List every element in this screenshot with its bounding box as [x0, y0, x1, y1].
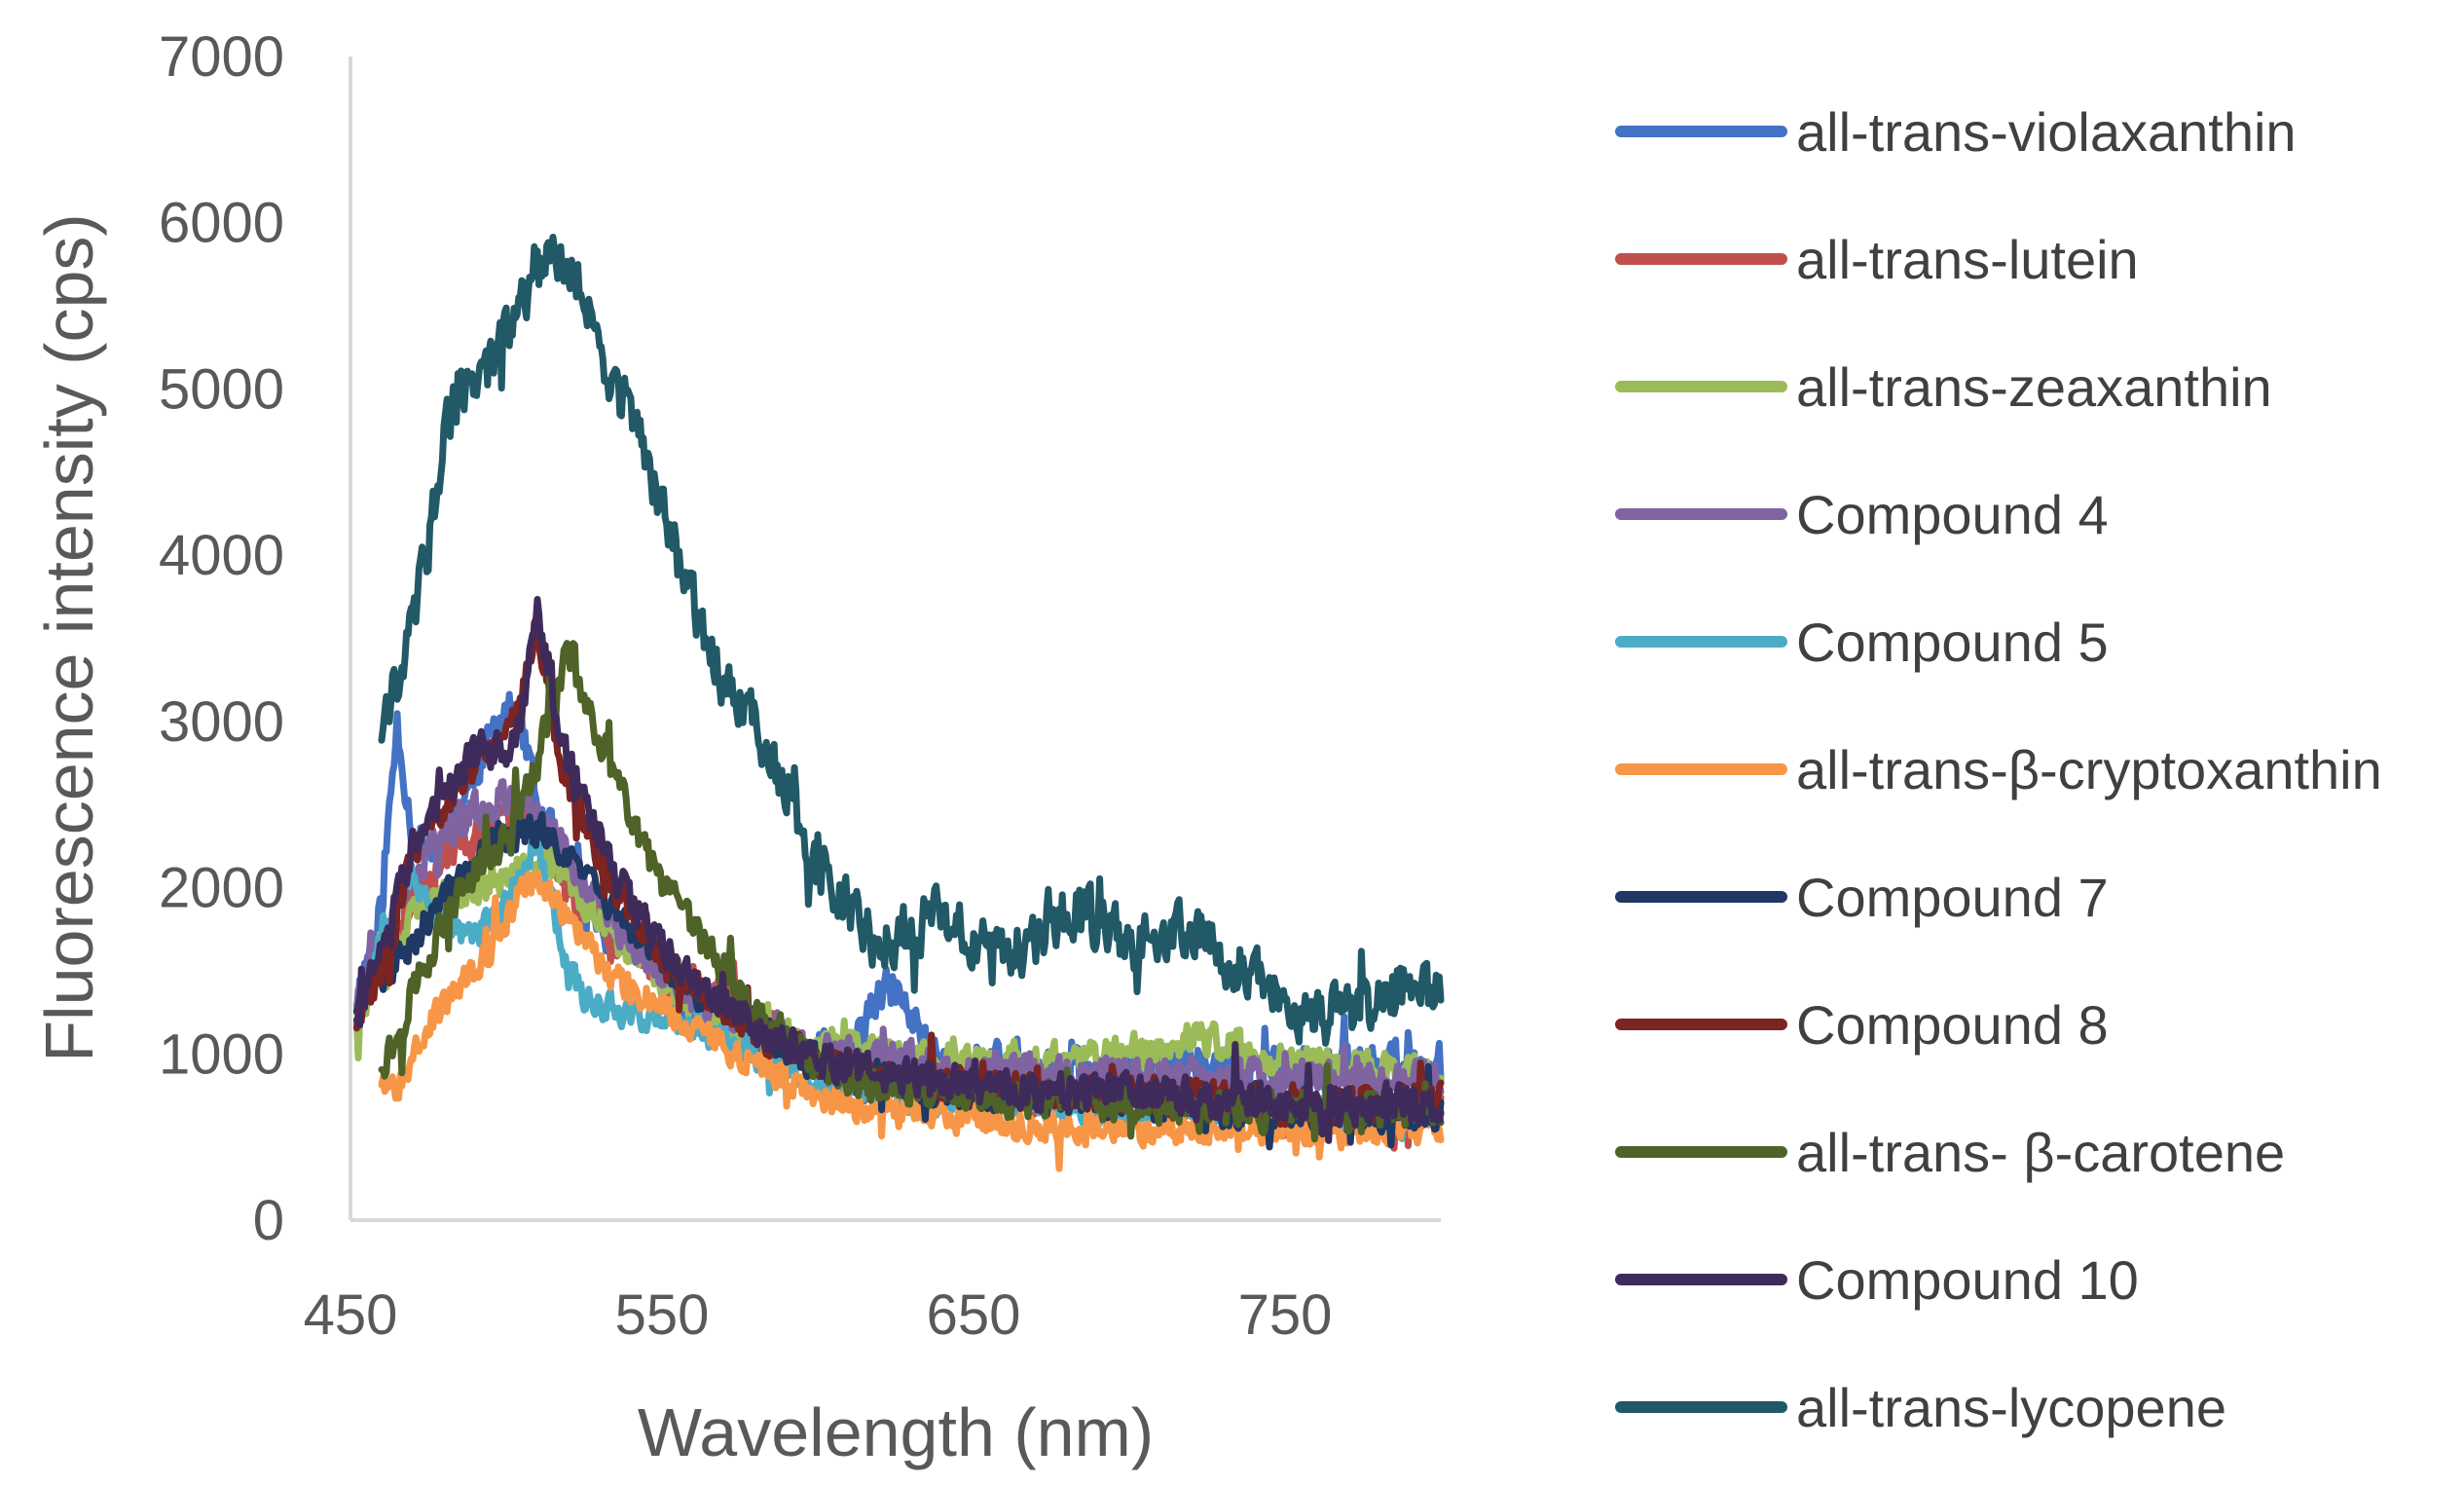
- legend-label: Compound 10: [1796, 1249, 2139, 1311]
- x-tick-label: 750: [1238, 1283, 1333, 1347]
- legend-label: all-trans- β-carotene: [1796, 1122, 2285, 1183]
- y-axis-title: Fluorescence intensity (cps): [31, 213, 107, 1061]
- legend-label: Compound 4: [1796, 484, 2109, 545]
- y-tick-label: 5000: [159, 357, 284, 421]
- series-line: [378, 640, 1445, 1143]
- legend-label: all-trans-zeaxanthin: [1796, 356, 2272, 418]
- x-axis-title: Wavelength (nm): [638, 1394, 1154, 1470]
- x-tick-label: 450: [304, 1283, 398, 1347]
- y-ticks: 0 1000 2000 3000 4000 5000 6000 7000: [159, 25, 284, 1252]
- x-tick-label: 650: [927, 1283, 1021, 1347]
- series-line: [352, 596, 1445, 1144]
- plot-lines: [352, 234, 1445, 1172]
- legend-label: Compound 7: [1796, 867, 2109, 928]
- series-line: [378, 234, 1445, 1047]
- y-tick-label: 4000: [159, 524, 284, 587]
- legend-label: all-trans-violaxanthin: [1796, 101, 2297, 163]
- legend-label: Compound 8: [1796, 994, 2109, 1056]
- x-ticks: 450 550 650 750: [304, 1283, 1333, 1347]
- legend-label: all-trans-lutein: [1796, 229, 2139, 290]
- y-tick-label: 0: [253, 1189, 284, 1252]
- y-tick-label: 1000: [159, 1022, 284, 1086]
- legend: all-trans-violaxanthin all-trans-lutein al…: [1615, 101, 2382, 1438]
- y-tick-label: 2000: [159, 857, 284, 920]
- legend-label: all-trans-lycopene: [1796, 1377, 2226, 1438]
- y-tick-label: 3000: [159, 690, 284, 754]
- legend-label: Compound 5: [1796, 612, 2109, 673]
- x-tick-label: 550: [615, 1283, 710, 1347]
- y-tick-label: 7000: [159, 25, 284, 89]
- legend-label: all-trans-β-cryptoxanthin: [1796, 739, 2382, 800]
- y-tick-label: 6000: [159, 192, 284, 255]
